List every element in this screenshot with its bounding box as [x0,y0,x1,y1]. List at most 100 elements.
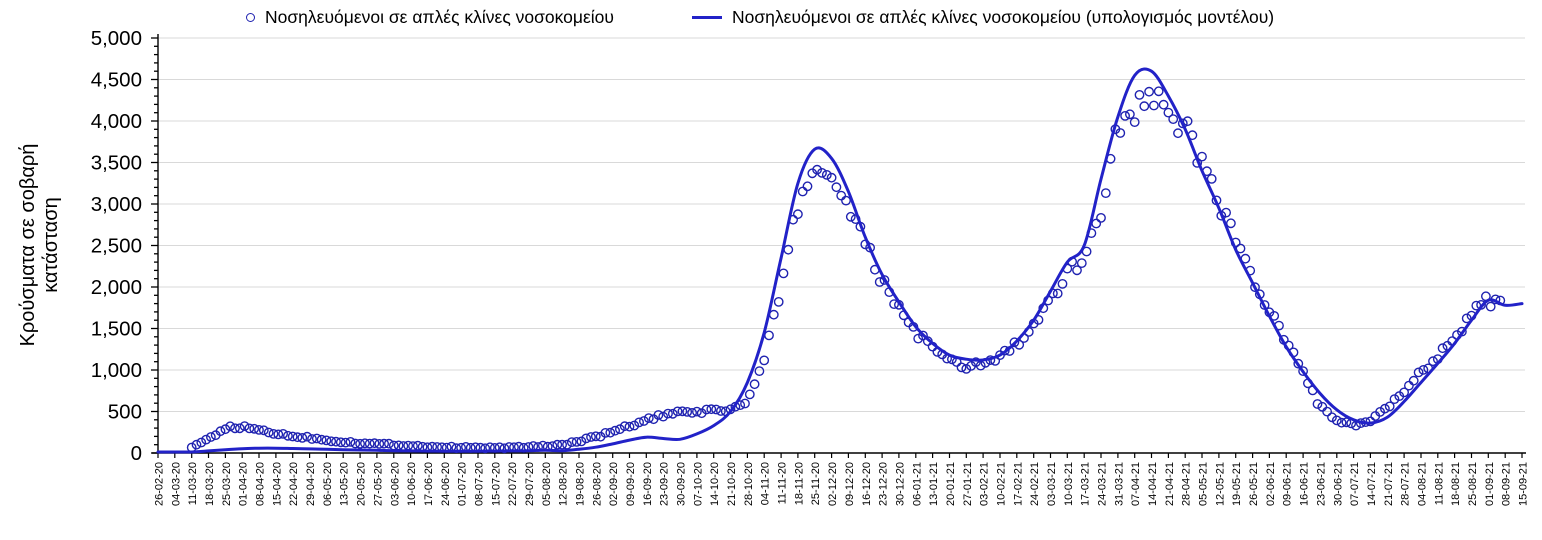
x-tick-label: 23-06-21 [1315,462,1327,506]
legend: Νοσηλευόμενοι σε απλές κλίνες νοσοκομείο… [246,4,1274,30]
x-tick-label: 14-10-20 [709,462,721,506]
x-tick-label: 09-12-20 [844,462,856,506]
x-tick-label: 08-09-21 [1501,462,1513,506]
x-tick-label: 12-08-20 [558,462,570,506]
x-tick-label: 21-04-21 [1164,462,1176,506]
x-tick-label: 20-05-20 [356,462,368,506]
x-tick-label: 10-03-21 [1063,462,1075,506]
x-tick-label: 15-04-20 [271,462,283,506]
x-tick-label: 04-08-21 [1417,462,1429,506]
x-tick-label: 30-09-20 [676,462,688,506]
x-tick-label: 17-02-21 [1012,462,1024,506]
x-tick-label: 13-01-21 [928,462,940,506]
y-tick-label: 0 [131,442,142,465]
x-tick-label: 28-07-21 [1400,462,1412,506]
x-tick-label: 27-01-21 [962,462,974,506]
y-tick-label: 4,000 [91,110,142,133]
x-tick-label: 19-05-21 [1231,462,1243,506]
y-tick-label: 5,000 [91,27,142,50]
y-tick-label: 4,500 [91,69,142,92]
x-tick-label: 17-03-21 [1080,462,1092,506]
x-tick-label: 11-08-21 [1433,462,1445,505]
y-tick-label: 1,000 [91,359,142,382]
x-tick-label: 04-03-20 [170,462,182,506]
y-tick-label: 500 [108,401,142,424]
x-tick-label: 26-08-20 [591,462,603,506]
x-tick-label: 15-09-21 [1518,462,1530,506]
x-tick-label: 07-04-21 [1130,462,1142,506]
x-tick-label: 01-09-21 [1484,462,1496,506]
line-marker-icon [691,15,722,19]
x-tick-label: 09-06-21 [1282,462,1294,506]
y-tick-label: 3,500 [91,152,142,175]
x-tick-label: 29-04-20 [305,462,317,506]
y-axis: 0 500 1,000 1,500 2,000 2,500 3,000 3,500 4,000 4… [91,27,159,465]
x-tick-label: 24-06-20 [440,462,452,506]
x-tick-label: 06-05-20 [322,462,334,506]
x-tick-label: 16-09-20 [642,462,654,506]
x-tick-label: 24-02-21 [1029,462,1041,506]
x-tick-label: 23-12-20 [878,462,890,506]
x-tick-label: 16-06-21 [1299,462,1311,506]
legend-item-observed: Νοσηλευόμενοι σε απλές κλίνες νοσοκομείο… [246,7,614,28]
x-tick-label: 11-03-20 [187,462,199,505]
x-tick-label: 14-07-21 [1366,462,1378,506]
x-tick-label: 21-07-21 [1383,462,1395,506]
gridlines [158,37,1525,412]
x-tick-label: 26-05-21 [1248,462,1260,506]
x-tick-label: 18-11-20 [793,462,805,505]
x-tick-label: 02-06-21 [1265,462,1277,506]
x-tick-label: 16-12-20 [861,462,873,506]
series-observed [186,86,1506,454]
y-tick-label: 1,500 [91,318,142,341]
y-tick-label: 2,000 [91,276,142,299]
x-tick-label: 05-08-20 [541,462,553,506]
x-tick-label: 03-06-20 [389,462,401,506]
x-tick-label: 28-04-21 [1181,462,1193,506]
x-tick-label: 25-08-21 [1467,462,1479,506]
x-tick-label: 20-01-21 [945,462,957,506]
scatter-marker-icon [246,12,255,22]
x-tick-label: 22-07-20 [507,462,519,506]
x-tick-label: 19-08-20 [575,462,587,506]
x-tick-label: 18-08-21 [1450,462,1462,506]
x-tick-label: 13-05-20 [339,462,351,506]
legend-item-model: Νοσηλευόμενοι σε απλές κλίνες νοσοκομείο… [691,6,1275,28]
x-tick-label: 26-02-20 [154,462,166,506]
x-tick-label: 10-02-21 [996,462,1008,506]
x-tick-label: 08-07-20 [474,462,486,506]
x-tick-label: 06-01-21 [911,462,923,506]
x-tick-label: 17-06-20 [423,462,435,506]
x-tick-label: 04-11-20 [760,462,772,505]
x-tick-label: 01-07-20 [457,462,469,506]
x-tick-label: 24-03-21 [1097,462,1109,506]
x-tick-label: 25-03-20 [221,462,233,506]
x-tick-label: 07-10-20 [692,462,704,506]
x-tick-label: 01-04-20 [238,462,250,506]
x-tick-label: 07-07-21 [1349,462,1361,506]
x-tick-label: 14-04-21 [1147,462,1159,506]
x-tick-label: 09-09-20 [625,462,637,506]
x-axis: 26-02-20 04-03-20 11-03-20 18-03-20 25-03-20… [152,452,1530,506]
x-tick-label: 02-12-20 [827,462,839,506]
y-tick-label: 2,500 [91,235,142,258]
x-tick-label: 08-04-20 [255,462,267,506]
x-tick-label: 27-05-20 [372,462,384,506]
x-tick-label: 12-05-21 [1214,462,1226,506]
legend-observed-label: Νοσηλευόμενοι σε απλές κλίνες νοσοκομείο… [265,6,614,27]
x-tick-label: 18-03-20 [204,462,216,506]
x-tick-label: 22-04-20 [288,462,300,506]
x-tick-label: 30-12-20 [894,462,906,506]
y-tick-label: 3,000 [91,193,142,216]
x-tick-label: 25-11-20 [810,462,822,505]
x-tick-label: 23-09-20 [659,462,671,506]
legend-model-label: Νοσηλευόμενοι σε απλές κλίνες νοσοκομείο… [731,6,1275,27]
x-tick-label: 31-03-21 [1113,462,1125,506]
x-tick-label: 10-06-20 [406,462,418,506]
x-tick-label: 15-07-20 [490,462,502,506]
x-tick-label: 30-06-21 [1332,462,1344,506]
x-tick-label: 03-03-21 [1046,462,1058,506]
series-model-line [156,67,1524,454]
x-tick-label: 02-09-20 [608,462,620,506]
